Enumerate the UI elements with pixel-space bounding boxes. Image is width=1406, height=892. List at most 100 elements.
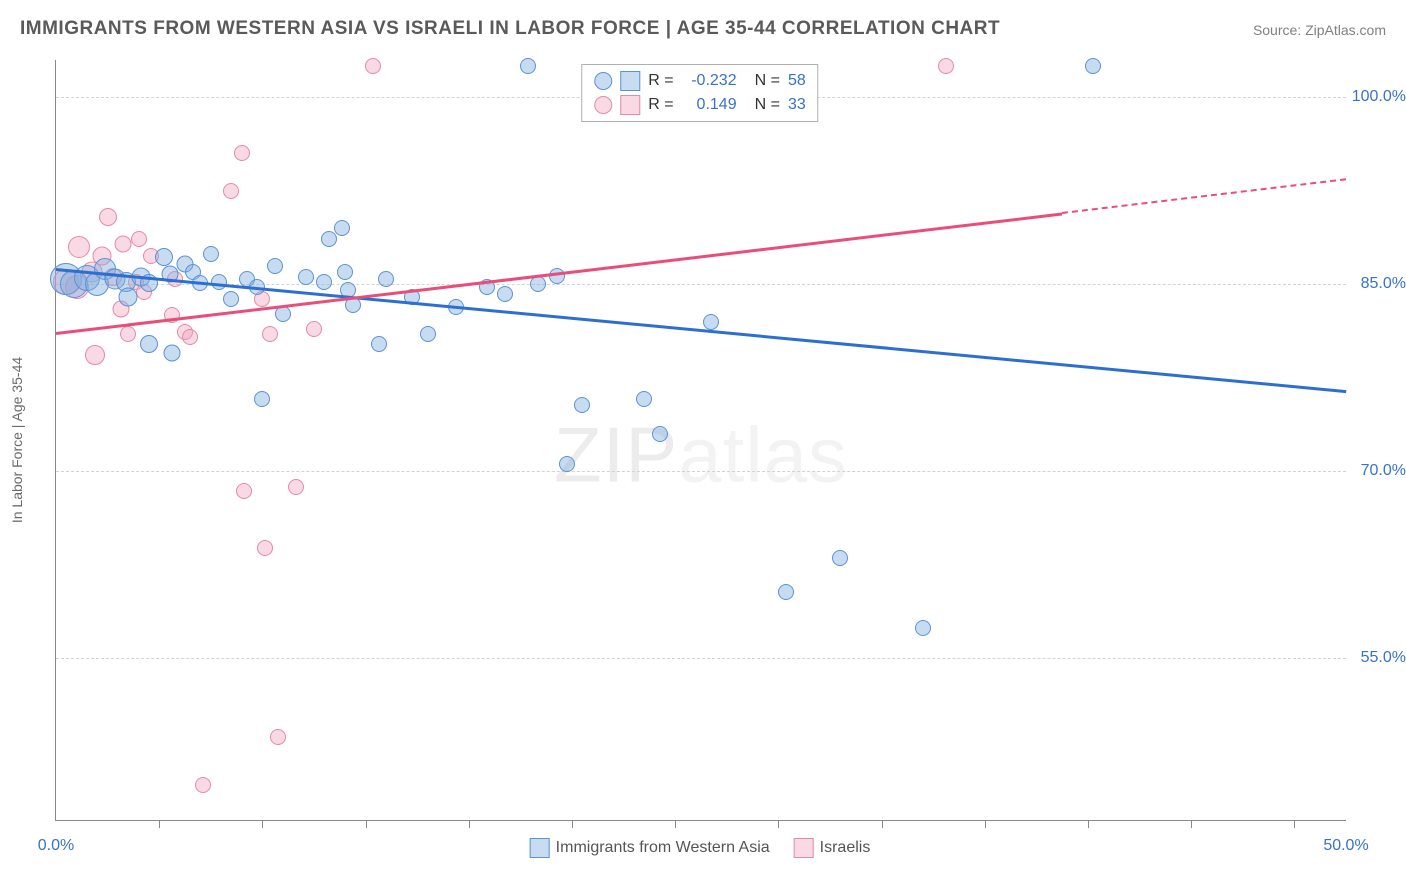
legend-swatch	[794, 838, 814, 858]
data-point	[636, 391, 652, 407]
legend-r-value: -0.232	[682, 72, 737, 90]
data-point	[371, 336, 387, 352]
legend-n-value: 58	[788, 72, 806, 90]
data-point	[306, 321, 322, 337]
data-point	[337, 264, 353, 280]
trend-line	[56, 268, 1346, 393]
data-point	[559, 456, 575, 472]
x-tick	[469, 820, 470, 828]
correlation-legend: R = -0.232 N = 58 R = 0.149 N = 33	[581, 64, 818, 122]
chart-title: IMMIGRANTS FROM WESTERN ASIA VS ISRAELI …	[20, 18, 1000, 40]
watermark-bold: ZIP	[554, 411, 678, 499]
x-tick	[366, 820, 367, 828]
x-tick	[882, 820, 883, 828]
data-point	[497, 286, 513, 302]
y-tick-label: 70.0%	[1361, 462, 1406, 480]
series-legend: Immigrants from Western Asia Israelis	[530, 838, 871, 858]
x-tick-label: 0.0%	[38, 837, 74, 855]
legend-item: Immigrants from Western Asia	[530, 838, 770, 858]
data-point	[254, 391, 270, 407]
legend-r-label: R =	[648, 72, 673, 90]
data-point	[1085, 58, 1101, 74]
data-point	[119, 287, 138, 306]
x-tick	[262, 820, 263, 828]
legend-n-value: 33	[788, 96, 806, 114]
watermark-thin: atlas	[678, 411, 848, 499]
data-point	[182, 329, 198, 345]
watermark: ZIPatlas	[554, 410, 848, 501]
data-point	[267, 258, 283, 274]
data-point	[131, 231, 147, 247]
legend-marker-square	[620, 95, 640, 115]
data-point	[778, 584, 794, 600]
legend-row: R = 0.149 N = 33	[594, 95, 805, 115]
data-point	[938, 58, 954, 74]
data-point	[420, 326, 436, 342]
trend-line	[1062, 178, 1346, 214]
y-axis-label: In Labor Force | Age 35-44	[9, 357, 25, 523]
source-attribution: Source: ZipAtlas.com	[1253, 22, 1386, 38]
data-point	[520, 58, 536, 74]
x-tick	[778, 820, 779, 828]
data-point	[211, 274, 227, 290]
data-point	[298, 269, 314, 285]
data-point	[155, 248, 173, 266]
gridline	[56, 471, 1346, 472]
legend-label: Israelis	[820, 839, 871, 857]
data-point	[832, 550, 848, 566]
data-point	[236, 483, 252, 499]
legend-row: R = -0.232 N = 58	[594, 71, 805, 91]
data-point	[703, 314, 719, 330]
legend-r-label: R =	[648, 96, 673, 114]
data-point	[321, 231, 337, 247]
data-point	[915, 620, 931, 636]
data-point	[85, 345, 105, 365]
data-point	[530, 276, 546, 292]
y-tick-label: 55.0%	[1361, 649, 1406, 667]
x-tick-label: 50.0%	[1323, 837, 1368, 855]
x-tick	[572, 820, 573, 828]
x-tick	[159, 820, 160, 828]
data-point	[115, 236, 132, 253]
plot-region: ZIPatlas 100.0%85.0%70.0%55.0%0.0%50.0%	[55, 60, 1346, 821]
data-point	[334, 220, 350, 236]
x-tick	[985, 820, 986, 828]
x-tick	[1088, 820, 1089, 828]
data-point	[203, 246, 219, 262]
data-point	[365, 58, 381, 74]
data-point	[223, 183, 239, 199]
chart-container: IMMIGRANTS FROM WESTERN ASIA VS ISRAELI …	[0, 0, 1406, 892]
y-tick-label: 85.0%	[1361, 275, 1406, 293]
legend-n-label: N =	[755, 96, 780, 114]
data-point	[140, 335, 158, 353]
data-point	[257, 540, 273, 556]
y-tick-label: 100.0%	[1352, 88, 1406, 106]
data-point	[99, 208, 117, 226]
data-point	[316, 274, 332, 290]
chart-area: ZIPatlas 100.0%85.0%70.0%55.0%0.0%50.0% …	[55, 60, 1345, 820]
data-point	[164, 344, 181, 361]
legend-marker-square	[620, 71, 640, 91]
x-tick	[1191, 820, 1192, 828]
legend-marker-circle	[594, 96, 612, 114]
data-point	[275, 306, 291, 322]
legend-n-label: N =	[755, 72, 780, 90]
data-point	[270, 729, 286, 745]
data-point	[574, 397, 590, 413]
x-tick	[1294, 820, 1295, 828]
legend-swatch	[530, 838, 550, 858]
data-point	[68, 236, 90, 258]
legend-marker-circle	[594, 72, 612, 90]
data-point	[223, 291, 239, 307]
data-point	[288, 479, 304, 495]
data-point	[652, 426, 668, 442]
legend-r-value: 0.149	[682, 96, 737, 114]
data-point	[234, 145, 250, 161]
data-point	[378, 271, 394, 287]
data-point	[120, 326, 136, 342]
x-tick	[675, 820, 676, 828]
data-point	[195, 777, 211, 793]
legend-label: Immigrants from Western Asia	[556, 839, 770, 857]
gridline	[56, 658, 1346, 659]
legend-item: Israelis	[794, 838, 871, 858]
